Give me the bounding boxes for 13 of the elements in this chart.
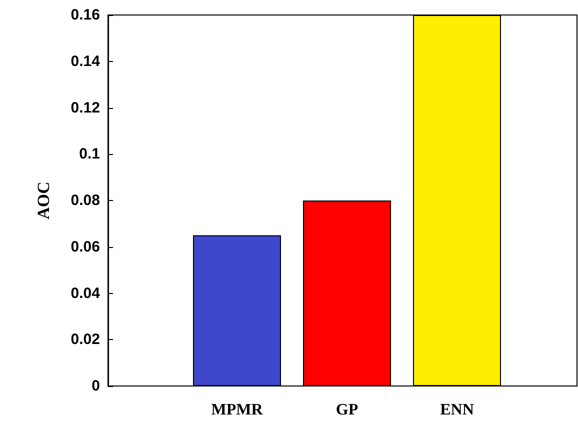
y-tick-label: 0.16 bbox=[70, 6, 100, 24]
y-tick-label: 0.08 bbox=[70, 192, 100, 209]
y-tick-label: 0.12 bbox=[70, 99, 100, 116]
y-tick-label: 0 bbox=[92, 378, 100, 394]
x-tick-label: GP bbox=[336, 402, 358, 418]
y-tick-label: 0.14 bbox=[70, 52, 101, 70]
y-tick-label: 0.04 bbox=[70, 284, 101, 302]
y-axis-title: AOC bbox=[34, 182, 53, 220]
y-tick-label: 0.06 bbox=[70, 238, 100, 256]
y-tick-label: 0.1 bbox=[79, 146, 100, 163]
y-tick-label: 0.02 bbox=[70, 331, 100, 348]
x-tick-label: MPMR bbox=[211, 402, 264, 418]
x-tick-label: ENN bbox=[440, 402, 474, 418]
